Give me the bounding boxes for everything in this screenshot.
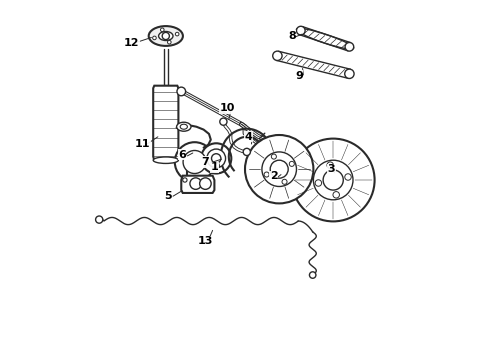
Text: 7: 7	[201, 157, 209, 167]
Circle shape	[271, 154, 276, 159]
Circle shape	[289, 161, 294, 166]
Circle shape	[168, 40, 171, 44]
Circle shape	[282, 179, 287, 184]
Circle shape	[345, 69, 354, 78]
Circle shape	[270, 160, 288, 178]
Ellipse shape	[176, 122, 191, 131]
Text: 13: 13	[197, 236, 213, 246]
Circle shape	[262, 152, 296, 186]
Text: 4: 4	[245, 132, 252, 142]
Circle shape	[207, 149, 225, 168]
Circle shape	[199, 178, 211, 189]
Text: 9: 9	[295, 71, 303, 81]
Polygon shape	[276, 51, 350, 78]
Ellipse shape	[159, 32, 173, 41]
Circle shape	[296, 26, 305, 35]
Circle shape	[245, 135, 314, 203]
Circle shape	[310, 272, 316, 278]
Text: 1: 1	[211, 162, 218, 172]
Circle shape	[175, 142, 215, 182]
Ellipse shape	[148, 26, 183, 46]
Ellipse shape	[153, 157, 178, 163]
Text: 2: 2	[270, 171, 278, 181]
Ellipse shape	[180, 124, 187, 129]
Circle shape	[220, 118, 227, 125]
Circle shape	[161, 28, 164, 32]
Circle shape	[190, 178, 201, 189]
Circle shape	[315, 180, 321, 186]
Text: 3: 3	[328, 164, 335, 174]
Circle shape	[212, 154, 221, 163]
Polygon shape	[181, 176, 215, 193]
Text: 8: 8	[288, 31, 295, 41]
Text: 10: 10	[220, 103, 235, 113]
Polygon shape	[154, 86, 177, 90]
Circle shape	[314, 160, 353, 200]
Text: 5: 5	[164, 191, 171, 201]
Circle shape	[183, 150, 206, 174]
Circle shape	[333, 192, 340, 198]
Circle shape	[264, 172, 269, 177]
Circle shape	[243, 148, 250, 156]
Polygon shape	[153, 86, 178, 160]
Circle shape	[175, 32, 179, 36]
Polygon shape	[299, 27, 351, 51]
Circle shape	[292, 139, 374, 221]
Text: 11: 11	[135, 139, 150, 149]
Circle shape	[162, 32, 170, 40]
Circle shape	[177, 87, 186, 96]
Circle shape	[327, 162, 333, 168]
Circle shape	[96, 216, 103, 223]
Circle shape	[345, 42, 354, 51]
Circle shape	[183, 178, 187, 182]
Circle shape	[345, 174, 351, 180]
Circle shape	[323, 170, 343, 190]
Circle shape	[153, 36, 156, 40]
Text: 12: 12	[124, 38, 139, 48]
Circle shape	[273, 51, 282, 60]
Text: 6: 6	[178, 150, 186, 160]
Circle shape	[201, 143, 231, 174]
